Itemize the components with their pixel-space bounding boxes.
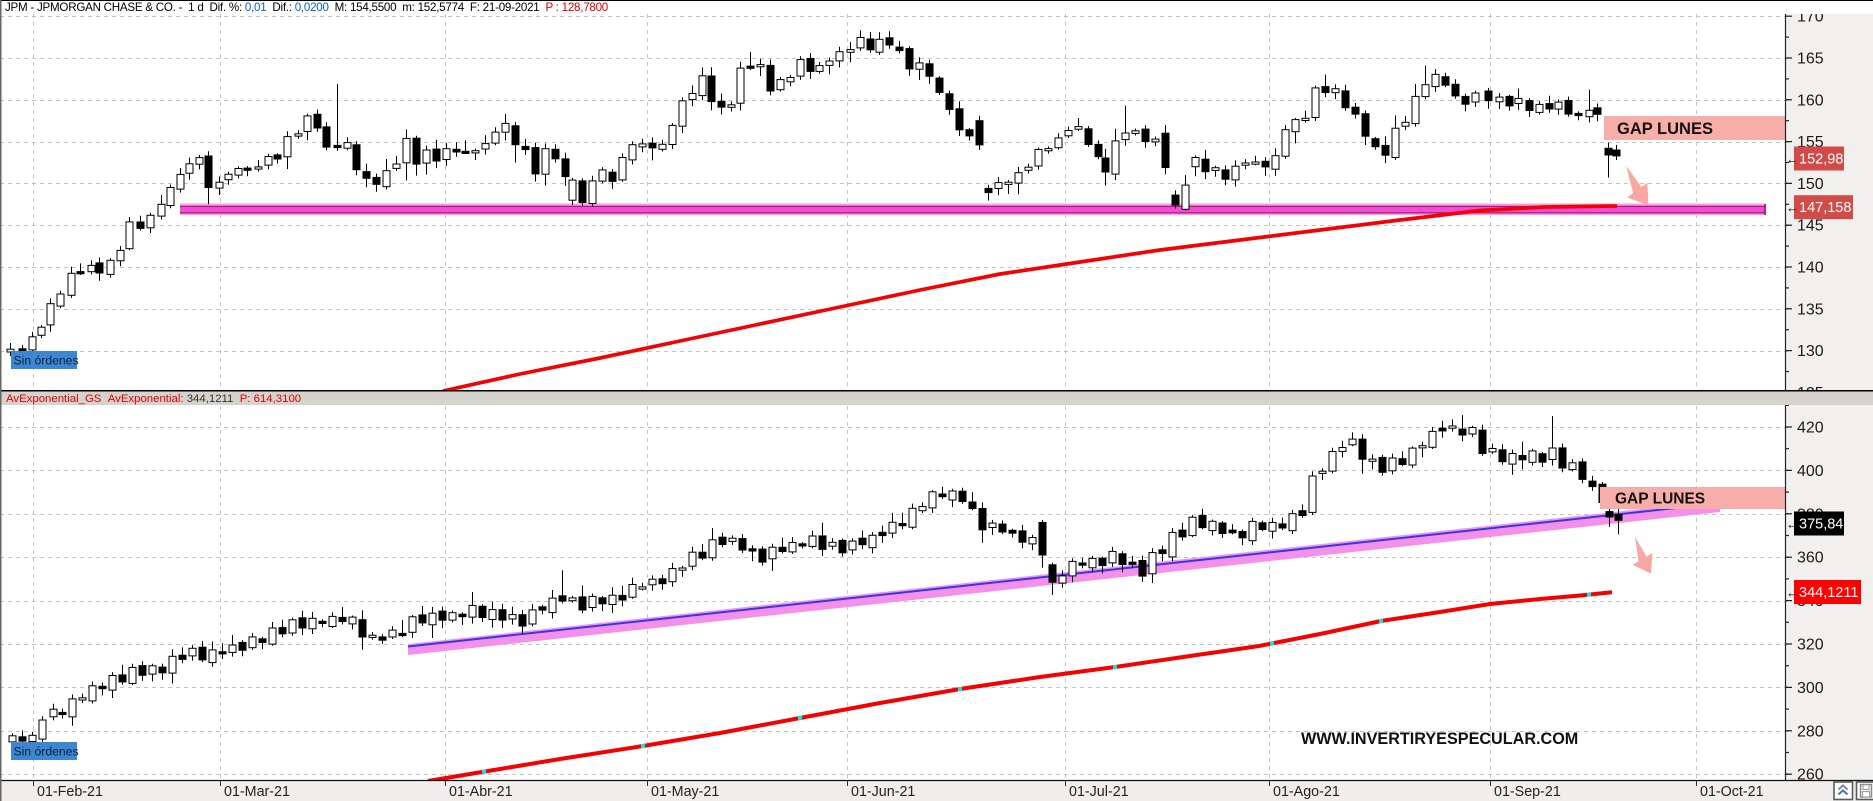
svg-text:360: 360 [1797,550,1824,567]
svg-text:375,84: 375,84 [1799,517,1843,533]
svg-text:←: ← [1786,585,1799,600]
svg-text:WWW.INVERTIRYESPECULAR.COM: WWW.INVERTIRYESPECULAR.COM [1301,730,1578,748]
svg-text:152,98: 152,98 [1799,152,1843,168]
svg-text:260: 260 [1797,767,1824,784]
svg-text:160: 160 [1797,92,1824,109]
svg-text:130: 130 [1797,343,1824,360]
svg-text:Sin órdenes: Sin órdenes [14,354,79,368]
svg-text:420: 420 [1797,420,1824,437]
svg-text:01-Mar-21: 01-Mar-21 [224,784,290,800]
svg-text:01-Jul-21: 01-Jul-21 [1069,784,1129,800]
svg-text:←: ← [1786,517,1799,532]
svg-text:01-Sep-21: 01-Sep-21 [1494,784,1561,800]
svg-text:GAP LUNES: GAP LUNES [1615,491,1705,508]
svg-text:01-Oct-21: 01-Oct-21 [1700,784,1764,800]
svg-text:GAP LUNES: GAP LUNES [1617,120,1713,138]
svg-text:01-Feb-21: 01-Feb-21 [37,784,103,800]
svg-text:JPM - JPMORGAN CHASE & CO. -: JPM - JPMORGAN CHASE & CO. - 1 d Dif. %:… [5,1,608,14]
svg-text:145: 145 [1797,218,1824,235]
svg-text:140: 140 [1797,260,1824,277]
svg-text:Sin órdenes: Sin órdenes [14,745,79,759]
svg-text:400: 400 [1797,463,1824,480]
svg-text:←: ← [1786,200,1799,215]
svg-text:AvExponential_GS AvExponentia: AvExponential_GS AvExponential: 344,1211… [6,393,301,405]
svg-text:280: 280 [1797,723,1824,740]
svg-text:01-Jun-21: 01-Jun-21 [851,784,915,800]
svg-text:←: ← [1786,152,1799,167]
svg-text:150: 150 [1797,176,1824,193]
svg-text:01-Ago-21: 01-Ago-21 [1273,784,1340,800]
svg-text:300: 300 [1797,680,1824,697]
svg-text:135: 135 [1797,301,1824,318]
svg-text:165: 165 [1797,51,1824,68]
svg-text:320: 320 [1797,637,1824,654]
svg-text:01-Abr-21: 01-Abr-21 [449,784,513,800]
svg-text:147,158: 147,158 [1799,200,1851,216]
svg-text:01-May-21: 01-May-21 [651,784,719,800]
svg-text:344,1211: 344,1211 [1799,585,1858,601]
